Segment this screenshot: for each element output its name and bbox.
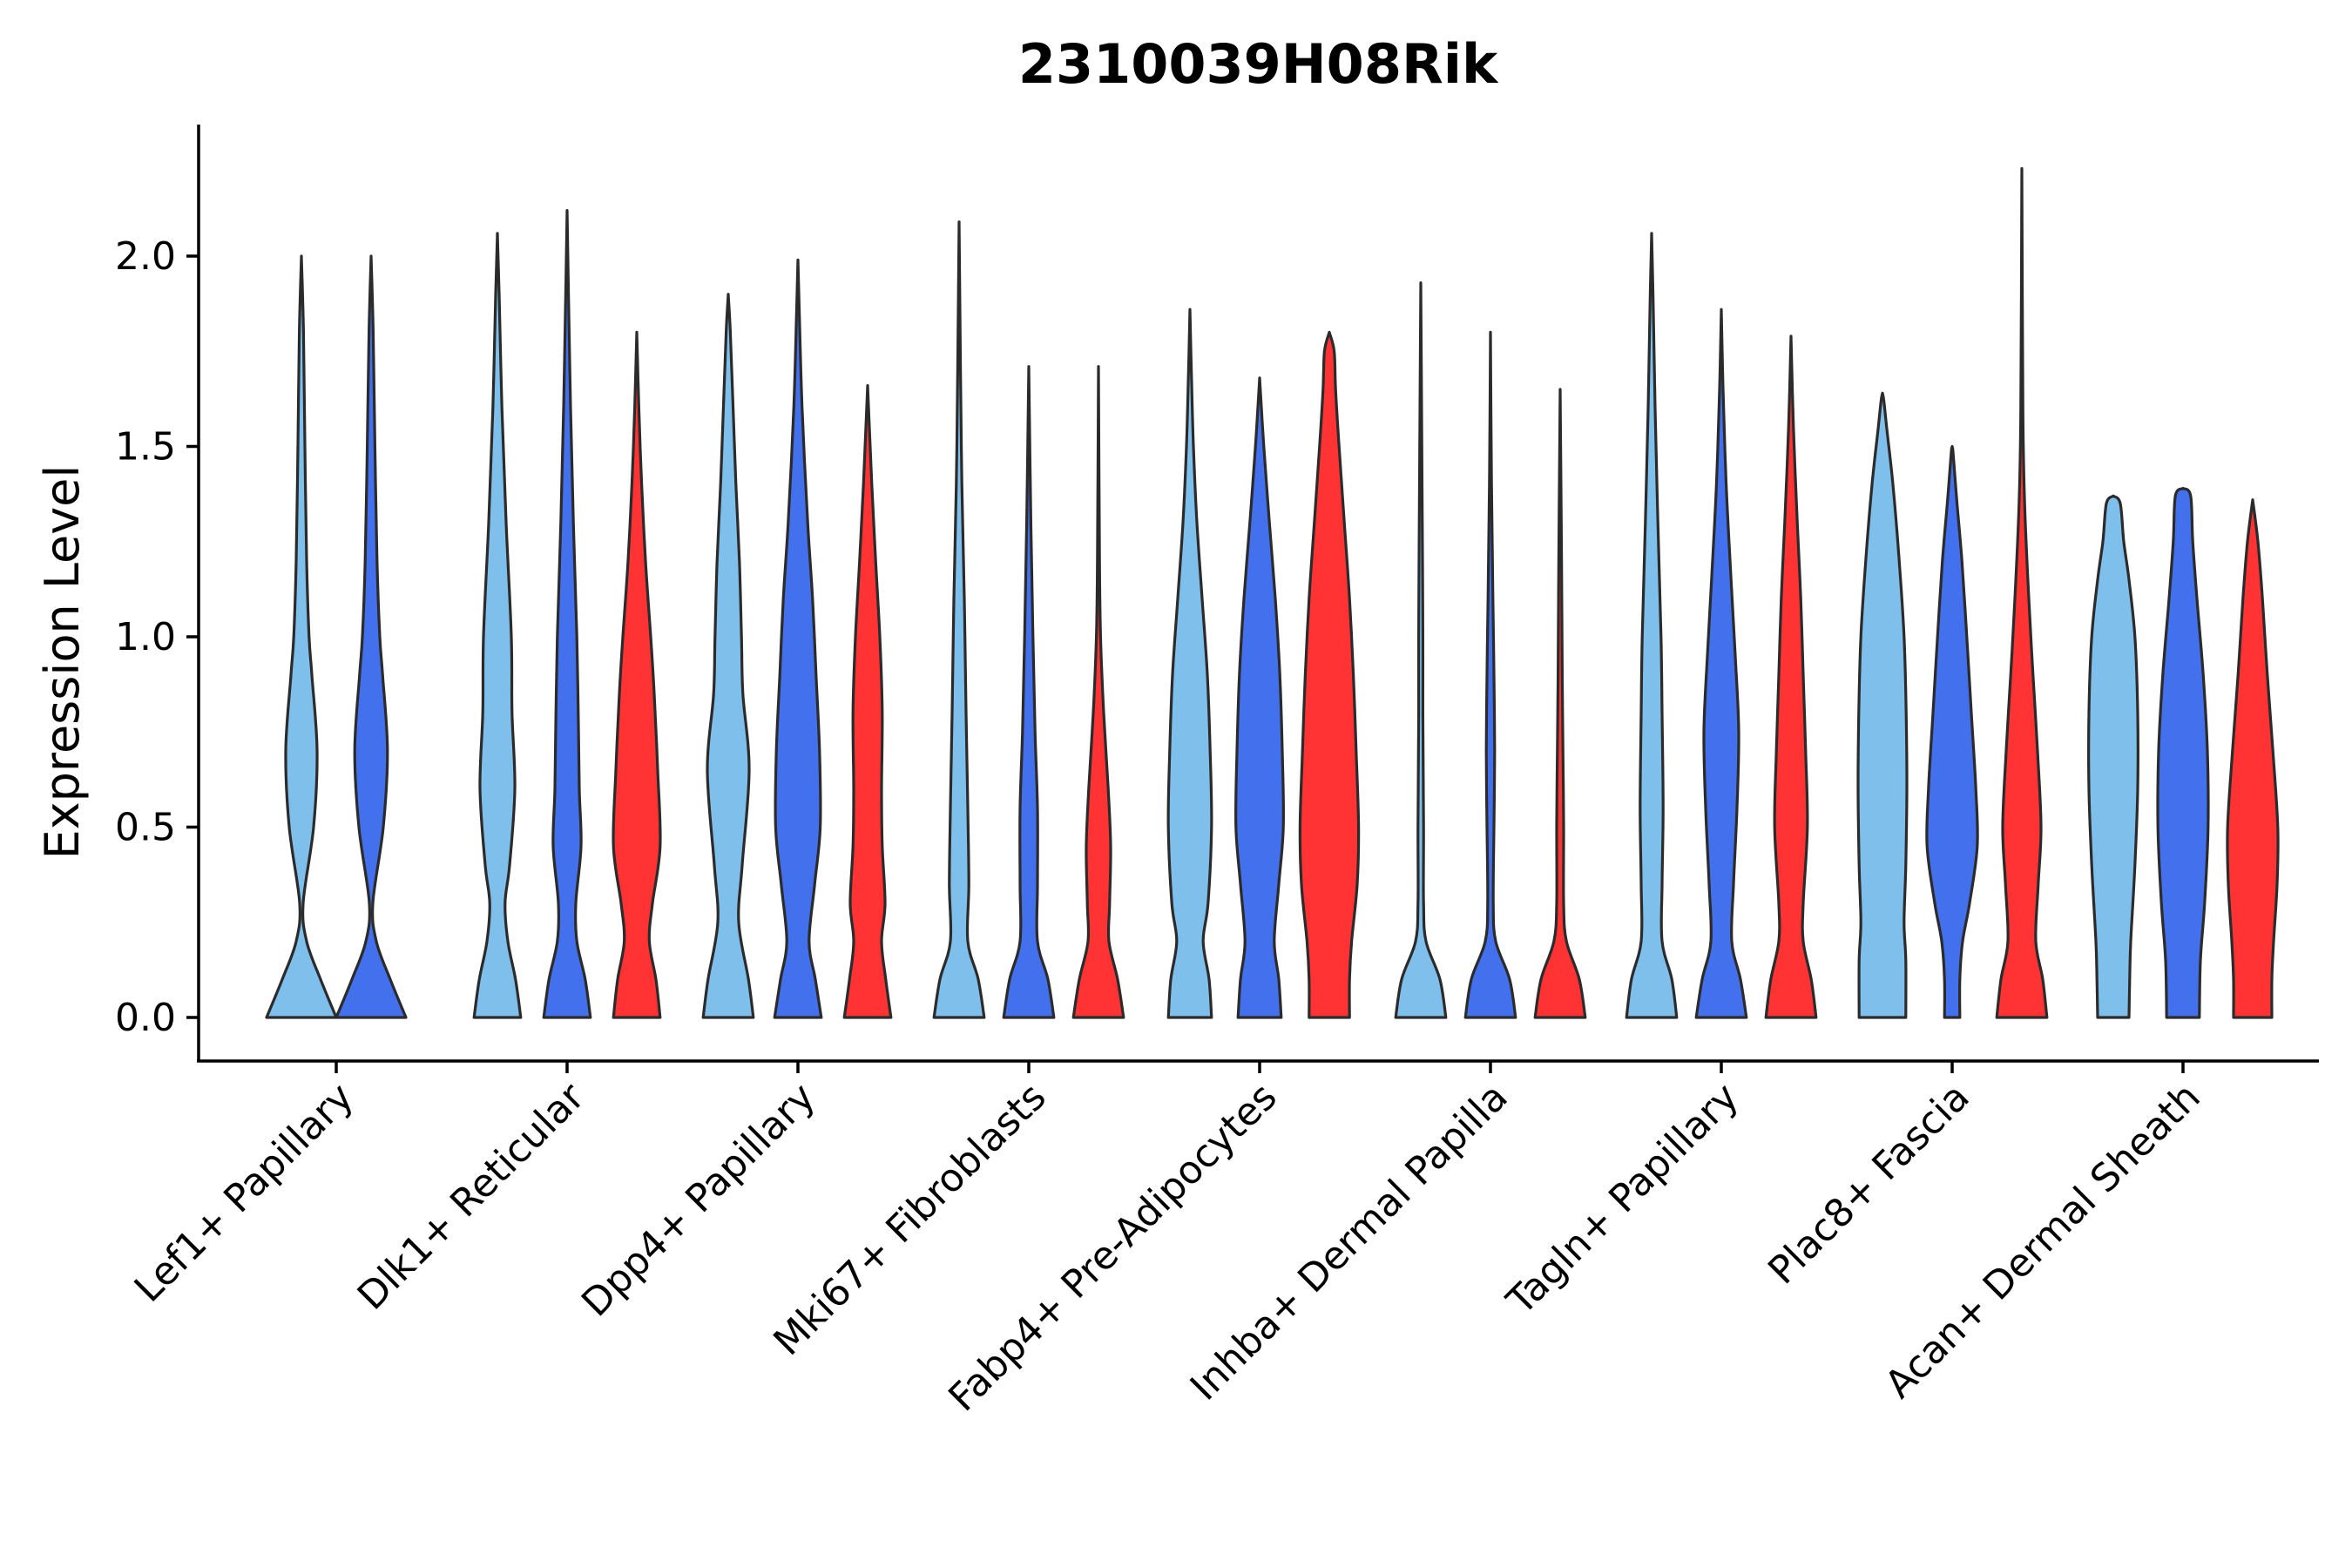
- violin-dlk1-reticular-light: [472, 232, 523, 1019]
- violin-dpp4-papillary-blue: [773, 258, 823, 1019]
- y-tick-label: 1.5: [115, 425, 176, 470]
- x-tick-label: Tagln+ Papillary: [1498, 1075, 1747, 1324]
- violin-acan-dermal-sheath-light: [2087, 494, 2139, 1019]
- violins-group: [265, 166, 2280, 1019]
- axes-group: [197, 125, 2319, 1063]
- y-axis-label: Expression Level: [35, 465, 90, 860]
- violin-lef1-papillary-light: [265, 254, 338, 1019]
- y-tick-label: 0.5: [115, 806, 176, 850]
- violin-mki67-fibroblasts-blue: [1002, 365, 1056, 1019]
- y-tick-label: 0.0: [115, 996, 176, 1040]
- violin-mki67-fibroblasts-red: [1071, 365, 1125, 1019]
- violin-tagln-papillary-red: [1764, 335, 1818, 1019]
- violin-plac8-fascia-blue: [1925, 444, 1979, 1019]
- violin-tagln-papillary-light: [1625, 232, 1679, 1019]
- x-tick-label: Lef1+ Papillary: [126, 1075, 362, 1311]
- violin-acan-dermal-sheath-red: [2226, 498, 2280, 1019]
- violin-acan-dermal-sheath-blue: [2156, 487, 2210, 1019]
- violin-inhba-dermal-papilla-red: [1533, 388, 1587, 1019]
- violin-dpp4-papillary-light: [701, 293, 755, 1019]
- x-tick-label: Plac8+ Fascia: [1760, 1075, 1978, 1294]
- chart-title: 2310039H08Rik: [1018, 32, 1499, 96]
- y-tick-label: 1.0: [115, 615, 176, 659]
- violin-inhba-dermal-papilla-light: [1394, 281, 1448, 1019]
- violin-fabp4-pre-adipocytes-light: [1166, 308, 1213, 1019]
- violin-fabp4-pre-adipocytes-red: [1298, 330, 1361, 1019]
- violin-lef1-papillary-blue: [335, 254, 408, 1019]
- violin-plac8-fascia-red: [1995, 166, 2049, 1019]
- x-tick-label: Dpp4+ Papillary: [573, 1075, 824, 1326]
- violin-tagln-papillary-blue: [1694, 308, 1748, 1019]
- violin-dlk1-reticular-red: [612, 330, 662, 1019]
- x-tick-label: Dlk1+ Reticular: [349, 1074, 594, 1319]
- violin-inhba-dermal-papilla-blue: [1463, 330, 1517, 1019]
- violin-plac8-fascia-light: [1856, 391, 1909, 1019]
- y-tick-label: 2.0: [115, 234, 176, 279]
- violin-mki67-fibroblasts-light: [932, 220, 986, 1019]
- y-ticks-group: 0.0 0.5 1.0 1.5 2.0: [115, 234, 199, 1040]
- violin-dpp4-papillary-red: [842, 384, 893, 1019]
- violin-fabp4-pre-adipocytes-blue: [1233, 376, 1286, 1019]
- violin-dlk1-reticular-blue: [542, 209, 592, 1019]
